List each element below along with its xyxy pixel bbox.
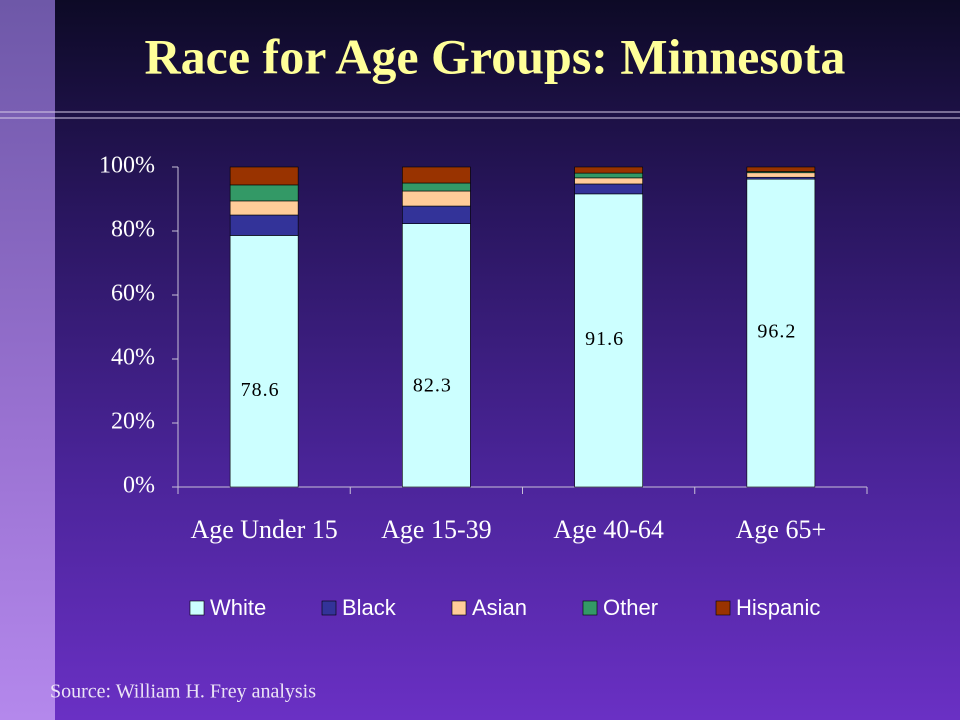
bar-segment [229, 200, 299, 216]
data-label: 82.3 [413, 375, 452, 397]
bar-segment [402, 190, 471, 207]
bar-segment [229, 235, 299, 488]
bar-segment [229, 214, 299, 236]
y-tick-label: 80% [111, 217, 155, 243]
legend-label: Other [603, 595, 658, 620]
legend-label: Black [342, 595, 397, 620]
bar-segment [402, 223, 471, 488]
y-tick-label: 0% [123, 473, 155, 499]
side-strip [0, 0, 55, 720]
bar-segment [402, 166, 471, 184]
y-tick-label: 60% [111, 281, 155, 307]
chart-title: Race for Age Groups: Minnesota [145, 28, 846, 84]
bar-segment [574, 166, 643, 174]
bar-segment [746, 172, 816, 178]
x-tick-label-box: Age 65+ [735, 515, 827, 544]
legend-swatch [582, 600, 598, 616]
data-label: 91.6 [585, 328, 624, 350]
x-tick-label: Age Under 15 [190, 515, 338, 544]
legend-label: Asian [472, 595, 527, 620]
legend-swatch [451, 600, 467, 616]
x-tick-label-box: Age 15-39 [381, 515, 492, 544]
x-tick-label-box: Age 40-64 [553, 515, 664, 544]
bar-segment [574, 177, 643, 185]
bar-segment [229, 166, 299, 186]
y-tick-label: 40% [111, 345, 155, 371]
bar-segment [574, 183, 643, 195]
source-note: Source: William H. Frey analysis [50, 681, 316, 703]
legend-label: Hispanic [736, 595, 820, 620]
bar-segment [229, 184, 299, 202]
data-label: 96.2 [757, 321, 796, 343]
y-tick-label: 100% [99, 153, 155, 179]
bar-segment [746, 178, 816, 488]
data-label: 78.6 [241, 379, 280, 401]
x-tick-label: Age 15-39 [381, 515, 492, 544]
bar-segment [746, 166, 816, 172]
x-tick-label: Age 40-64 [553, 515, 664, 544]
bar-segment [402, 205, 471, 224]
legend-swatch [321, 600, 337, 616]
bar-segment [402, 182, 471, 192]
x-tick-label: Age 65+ [735, 515, 827, 544]
bar-segment [574, 172, 643, 179]
legend-label: White [210, 595, 266, 620]
legend-swatch [189, 600, 205, 616]
y-tick-label: 20% [111, 409, 155, 435]
legend-swatch [715, 600, 731, 616]
x-tick-label-box: Age Under 15 [190, 515, 338, 544]
